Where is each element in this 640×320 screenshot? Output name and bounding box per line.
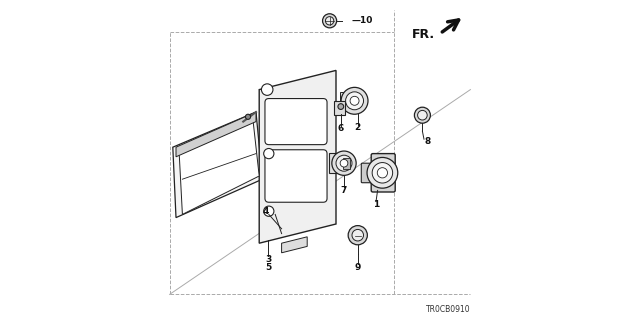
Text: 9: 9 xyxy=(355,263,361,272)
Circle shape xyxy=(415,107,431,123)
Polygon shape xyxy=(179,118,259,214)
FancyBboxPatch shape xyxy=(343,158,351,169)
FancyBboxPatch shape xyxy=(265,150,327,202)
Text: —10: —10 xyxy=(352,16,373,25)
Circle shape xyxy=(346,92,364,110)
Text: FR.: FR. xyxy=(412,28,435,41)
Text: 7: 7 xyxy=(341,186,347,195)
Text: 6: 6 xyxy=(338,124,344,133)
Circle shape xyxy=(352,229,364,241)
Polygon shape xyxy=(329,153,342,173)
Circle shape xyxy=(264,148,274,159)
Text: 5: 5 xyxy=(265,263,271,272)
Text: TR0CB0910: TR0CB0910 xyxy=(426,305,470,314)
Circle shape xyxy=(264,206,274,216)
Circle shape xyxy=(417,110,428,120)
Polygon shape xyxy=(282,237,307,253)
Circle shape xyxy=(350,96,359,105)
Circle shape xyxy=(332,151,356,175)
Text: 3: 3 xyxy=(265,255,271,264)
Text: 1: 1 xyxy=(373,200,379,209)
FancyBboxPatch shape xyxy=(361,163,375,183)
Circle shape xyxy=(378,168,388,178)
Polygon shape xyxy=(259,70,336,243)
Circle shape xyxy=(246,114,251,119)
Text: 4: 4 xyxy=(262,207,269,216)
Circle shape xyxy=(367,157,398,188)
Circle shape xyxy=(348,226,367,245)
Circle shape xyxy=(323,14,337,28)
Circle shape xyxy=(341,87,368,114)
Polygon shape xyxy=(173,112,262,218)
Circle shape xyxy=(326,17,334,25)
FancyBboxPatch shape xyxy=(371,154,396,192)
Circle shape xyxy=(262,84,273,95)
FancyBboxPatch shape xyxy=(265,99,327,145)
FancyBboxPatch shape xyxy=(334,101,346,115)
Circle shape xyxy=(338,104,344,109)
Polygon shape xyxy=(176,112,256,157)
Text: 8: 8 xyxy=(424,137,430,146)
Polygon shape xyxy=(340,92,353,110)
Circle shape xyxy=(340,159,348,167)
Circle shape xyxy=(372,163,393,183)
Circle shape xyxy=(336,155,352,171)
Text: 2: 2 xyxy=(355,124,361,132)
